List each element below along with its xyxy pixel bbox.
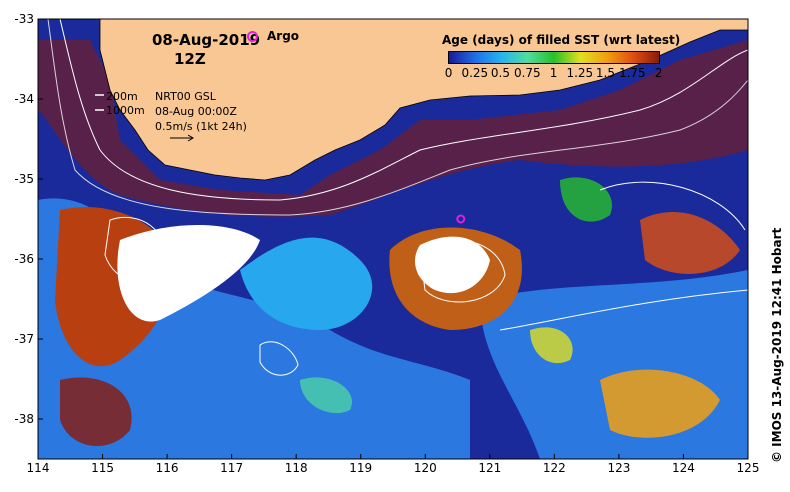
- axis-tick-marks: [37, 18, 749, 459]
- map-date-title: 08-Aug-2019: [152, 31, 261, 49]
- model-name-label: NRT00 GSL: [155, 90, 216, 103]
- depth-1000-label: 1000m: [106, 104, 145, 117]
- depth-200-label: 200m: [106, 90, 138, 103]
- lon-tick-label: 120: [413, 461, 437, 475]
- lat-tick-label: -37: [14, 332, 34, 346]
- legend-title: Age (days) of filled SST (wrt latest): [442, 33, 681, 47]
- lat-tick-label: -38: [14, 412, 34, 426]
- lat-tick-label: -33: [14, 12, 34, 26]
- bathymetry-contours: [47, 19, 748, 376]
- lon-tick-label: 119: [349, 461, 373, 475]
- vector-scale-label: 0.5m/s (1kt 24h): [155, 120, 247, 133]
- lat-tick-label: -34: [14, 92, 34, 106]
- legend-tick-label: 0.25: [461, 66, 489, 80]
- patch-brown-sw: [60, 377, 132, 447]
- lon-tick-label: 123: [607, 461, 631, 475]
- map-hour-title: 12Z: [174, 50, 206, 68]
- legend-tick-label: 1.5: [595, 66, 615, 80]
- patch-green: [560, 177, 612, 222]
- model-time-label: 08-Aug 00:00Z: [155, 105, 237, 118]
- legend-tick-label: 2: [654, 66, 663, 80]
- lon-tick-label: 114: [26, 461, 50, 475]
- legend-tick-label: 0: [444, 66, 453, 80]
- lon-tick-label: 116: [155, 461, 179, 475]
- eddy-west-core: [117, 225, 260, 322]
- legend-tick-label: 1: [549, 66, 558, 80]
- lon-tick-label: 124: [672, 461, 695, 475]
- patch-cyan: [300, 377, 352, 414]
- argo-legend-icon: [247, 31, 258, 42]
- patch-orange: [600, 369, 720, 438]
- legend-colorbar: [448, 51, 660, 64]
- map-frame: [37, 18, 749, 460]
- scale-arrowhead: [187, 134, 194, 142]
- shelf-band: [38, 40, 748, 217]
- lon-tick-label: 121: [478, 461, 502, 475]
- lat-tick-label: -36: [14, 252, 34, 266]
- credit-text: © IMOS 13-Aug-2019 12:41 Hobart: [770, 227, 784, 463]
- lon-tick-label: 117: [220, 461, 244, 475]
- legend-tick-label: 0.5: [490, 66, 510, 80]
- patch-red: [640, 211, 740, 274]
- lon-tick-label: 115: [91, 461, 114, 475]
- lon-tick-label: 122: [542, 461, 566, 475]
- legend-tick-label: 0.75: [513, 66, 541, 80]
- lat-tick-label: -35: [14, 172, 34, 186]
- legend-tick-label: 1.25: [566, 66, 594, 80]
- lon-tick-label: 118: [284, 461, 308, 475]
- argo-float-marker[interactable]: [456, 214, 466, 224]
- eddy-central-core: [415, 236, 490, 294]
- patch-yellow: [530, 327, 573, 364]
- lon-tick-label: 125: [736, 461, 760, 475]
- legend-tick-label: 1.75: [618, 66, 646, 80]
- argo-legend-label: Argo: [267, 29, 300, 43]
- ocean-light-zone: [240, 237, 373, 330]
